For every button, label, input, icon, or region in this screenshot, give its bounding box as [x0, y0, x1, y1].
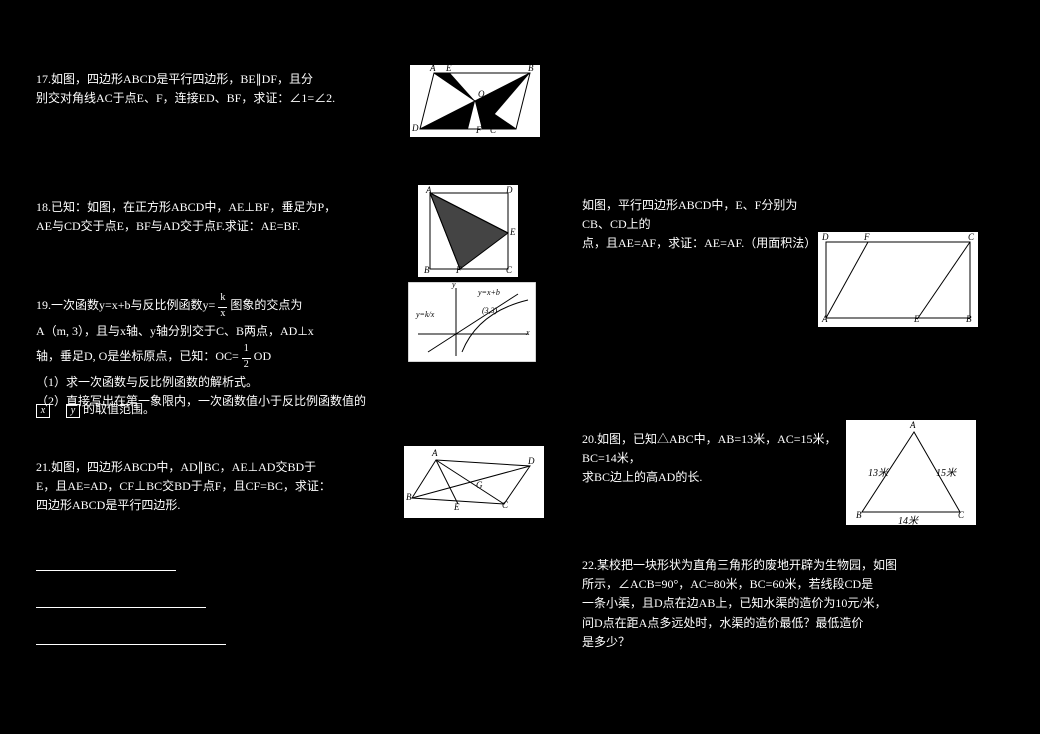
- p17-line2: 别交对角线AC于点E、F，连接ED、BF，求证：∠1=∠2.: [36, 89, 396, 108]
- var-x: x: [36, 404, 50, 418]
- figP-B: B: [966, 314, 972, 324]
- fig21-B: B: [406, 492, 412, 502]
- p20-line2: 求BC边上的高AD的长.: [582, 468, 842, 487]
- fig18-E: E: [510, 227, 516, 237]
- underline-3: [36, 644, 226, 645]
- fig18: A D E B F C: [418, 185, 518, 277]
- fig17-A: A: [430, 63, 436, 73]
- p19-line1: 19.一次函数y=x+b与反比例函数y=: [36, 298, 215, 312]
- p22-line1: 22.某校把一块形状为直角三角形的废地开辟为生物园，如图: [582, 556, 992, 575]
- p21-line2: E，且AE=AD，CF⊥BC交BD于点F，且CF=BC，求证：: [36, 477, 396, 496]
- p20-line1: 20.如图，已知△ABC中，AB=13米，AC=15米，BC=14米，: [582, 430, 842, 468]
- p22-line5: 是多少？: [582, 633, 992, 652]
- underline-1: [36, 570, 176, 571]
- fig17-E: E: [446, 63, 452, 73]
- var-y: y: [66, 404, 80, 418]
- fig21-C: C: [502, 500, 508, 510]
- fig17-D: D: [412, 123, 419, 133]
- figP: D F C A E B: [818, 232, 978, 327]
- fig19-y: y: [452, 280, 456, 289]
- p19b-line1: 的取值范围。: [83, 402, 155, 416]
- fig19-line1: y=x+b: [478, 288, 500, 297]
- fig19-x: x: [526, 328, 530, 337]
- p19-line2: 图象的交点为: [230, 298, 302, 312]
- p19-line3: A（m, 3），且与x轴、y轴分别交于C、B两点，AD⊥x: [36, 322, 406, 341]
- p19-line6: （1）求一次函数与反比例函数的解析式。: [36, 373, 406, 392]
- fig18-C: C: [506, 265, 512, 275]
- fig21-D: D: [528, 456, 535, 466]
- figP-A: A: [822, 314, 828, 324]
- fig19: y x y=x+b (3,3) y=k/x: [408, 282, 536, 362]
- fig20-ab: 13米: [868, 464, 888, 479]
- p17-line1: 17.如图，四边形ABCD是平行四边形，BE∥DF，且分: [36, 70, 396, 89]
- fig17-F: F: [476, 125, 482, 135]
- fig18-B: B: [424, 265, 430, 275]
- fig21: A D B E G C: [404, 446, 544, 518]
- fig20-C: C: [958, 510, 964, 520]
- p21pre-line2: 点，且AE=AF，求证：AE=AF.（用面积法）: [582, 234, 812, 253]
- fig20-bc: 14米: [898, 512, 918, 527]
- p19-line5: OD: [254, 349, 271, 363]
- p22-line2: 所示，∠ACB=90°，AC=80米，BC=60米，若线段CD是: [582, 575, 992, 594]
- fig20-A: A: [910, 420, 916, 430]
- fig17-C: C: [490, 125, 496, 135]
- p18-line2: AE与CD交于点E，BF与AD交于点F.求证：AE=BF.: [36, 217, 406, 236]
- p21pre-line1: 如图，平行四边形ABCD中，E、F分别为CB、CD上的: [582, 196, 812, 234]
- fig20-ac: 15米: [936, 464, 956, 479]
- p21-line1: 21.如图，四边形ABCD中，AD∥BC，AE⊥AD交BD于: [36, 458, 396, 477]
- fig18-A: A: [426, 185, 432, 195]
- fig21-A: A: [432, 448, 438, 458]
- fig20: A B C 13米 15米 14米: [846, 420, 976, 525]
- fig18-D: D: [506, 185, 513, 195]
- fig21-G: G: [476, 480, 483, 490]
- fig20-B: B: [856, 510, 862, 520]
- fig17-O: O: [478, 89, 485, 99]
- fig21-E: E: [454, 502, 460, 512]
- figP-F: F: [864, 232, 870, 242]
- p19-line4: 轴，垂足D, O是坐标原点，已知：OC=: [36, 349, 239, 363]
- p22-line4: 问D点在距A点多远处时，水渠的造价最低？最低造价: [582, 614, 992, 633]
- figP-E: E: [914, 314, 920, 324]
- fig17-B: B: [528, 63, 534, 73]
- fig19-curve: y=k/x: [416, 310, 434, 319]
- p22-line3: 一条小渠，且D点在边AB上，已知水渠的造价为10元/米，: [582, 594, 992, 613]
- fig19-pt: (3,3): [482, 306, 497, 315]
- underline-2: [36, 607, 206, 608]
- p18-line1: 18.已知：如图，在正方形ABCD中，AE⊥BF，垂足为P，: [36, 198, 406, 217]
- fig17: A E B O D F C: [410, 65, 540, 137]
- fig18-F: F: [456, 265, 462, 275]
- figP-D: D: [822, 232, 829, 242]
- p21-line3: 四边形ABCD是平行四边形.: [36, 496, 396, 515]
- figP-C: C: [968, 232, 974, 242]
